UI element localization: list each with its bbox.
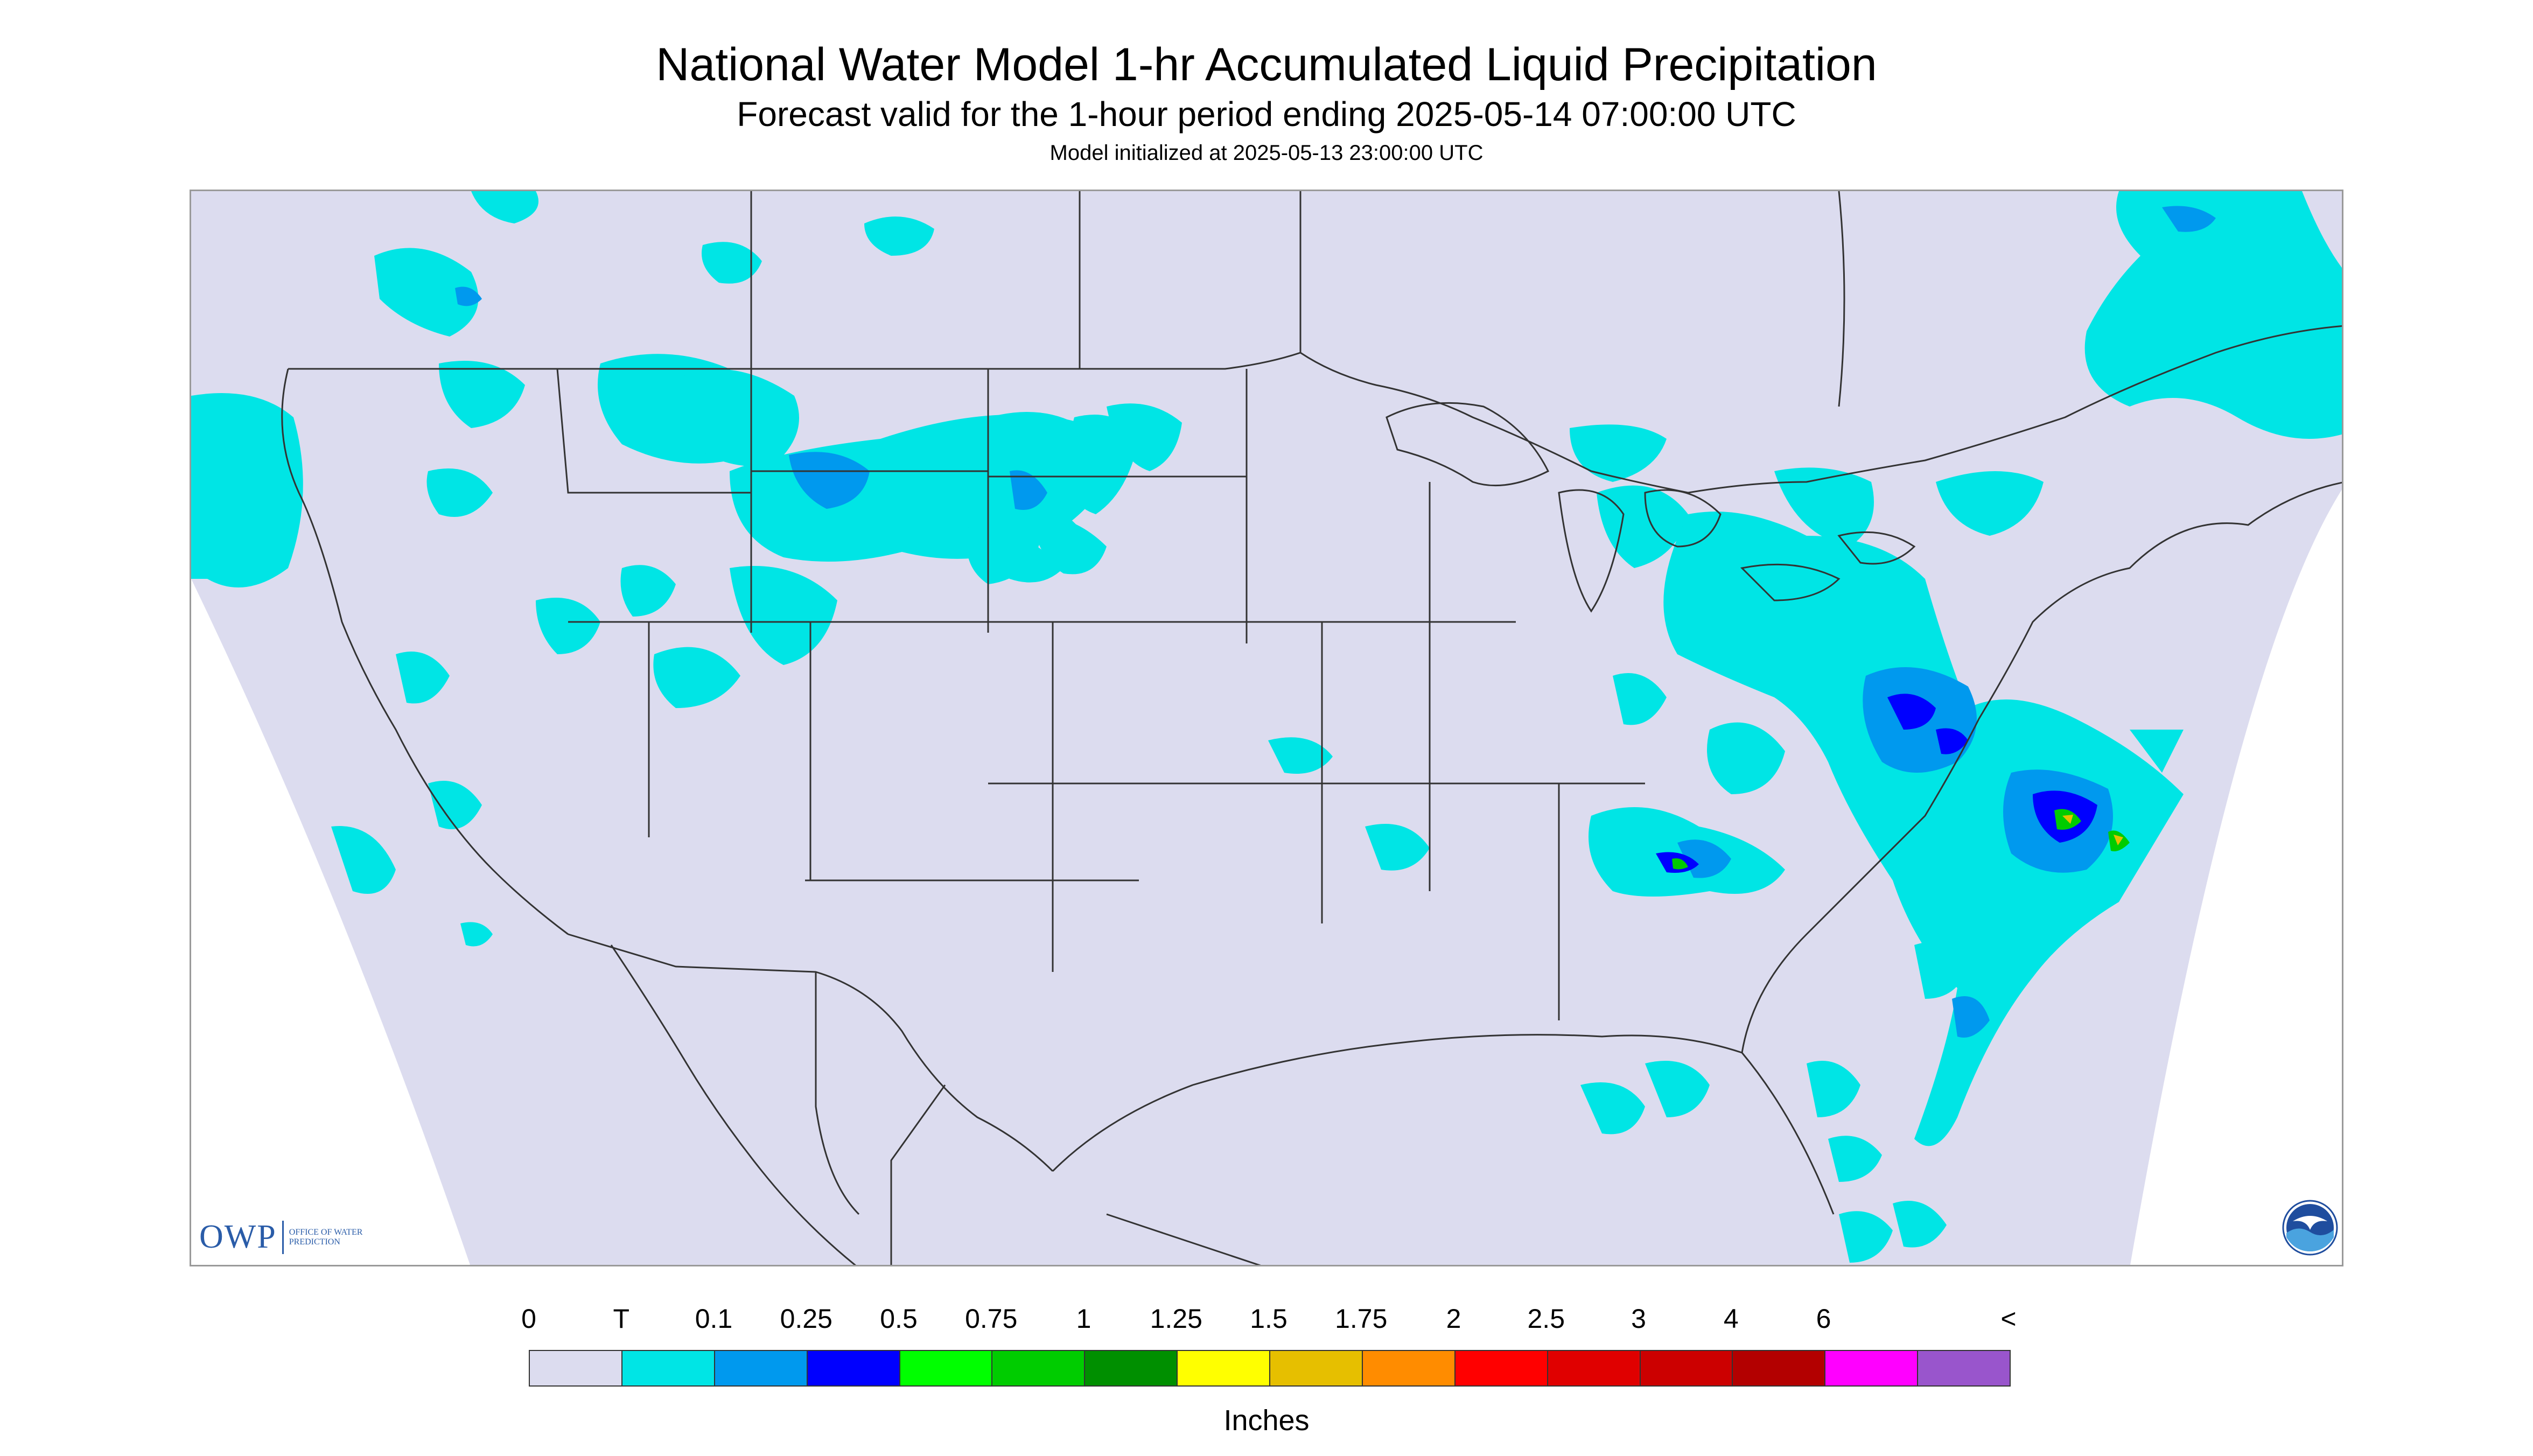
map-subtitle: Forecast valid for the 1-hour period end…	[737, 95, 1796, 134]
legend-tick-label: 0.1	[695, 1304, 733, 1334]
map-canvas	[191, 191, 2342, 1265]
legend-tick-label: 3	[1631, 1304, 1646, 1334]
legend-swatch	[807, 1351, 900, 1385]
owp-logo: OWP Office of Water Prediction	[199, 1218, 370, 1256]
owp-logo-text: Office of Water Prediction	[289, 1227, 363, 1247]
model-init-line: Model initialized at 2025-05-13 23:00:00…	[1049, 141, 1484, 165]
legend-tick-label: 1.75	[1335, 1304, 1388, 1334]
precip-very-heavy-areas	[2062, 815, 2123, 845]
legend-tick-label: 1.25	[1150, 1304, 1202, 1334]
owp-logo-mark: OWP	[199, 1219, 277, 1255]
legend-swatch	[1455, 1351, 1548, 1385]
legend-swatch	[1918, 1351, 2010, 1385]
legend-swatch	[1085, 1351, 1178, 1385]
legend-swatch	[992, 1351, 1086, 1385]
legend-swatch	[622, 1351, 715, 1385]
legend-tick-label: 0.25	[780, 1304, 832, 1334]
owp-logo-divider	[282, 1220, 284, 1254]
legend-swatch	[900, 1351, 993, 1385]
legend-swatch	[530, 1351, 622, 1385]
legend-swatch	[1270, 1351, 1363, 1385]
legend-tick-label: <	[2000, 1304, 2017, 1334]
legend-swatch	[1640, 1351, 1733, 1385]
legend-swatch	[1825, 1351, 1919, 1385]
legend-tick-label: 0.75	[965, 1304, 1018, 1334]
legend-tick-label: 0.5	[880, 1304, 918, 1334]
legend-swatch	[1548, 1351, 1641, 1385]
legend-units-label: Inches	[1223, 1404, 1310, 1437]
legend-labels: 0 T 0.1 0.25 0.5 0.75 1 1.25 1.5 1.75 2 2.5 3 4 6 <	[521, 1303, 2017, 1335]
legend-swatch	[1362, 1351, 1456, 1385]
legend-tick-label: 1	[1076, 1304, 1091, 1334]
legend-tick-label: 1.5	[1250, 1304, 1288, 1334]
legend-swatch	[1178, 1351, 1270, 1385]
political-boundaries	[281, 191, 2342, 1265]
legend-tick-label: 2	[1446, 1304, 1461, 1334]
legend-tick-label: 0	[521, 1304, 536, 1334]
legend-swatch	[715, 1351, 808, 1385]
legend-color-bar	[529, 1350, 2011, 1387]
legend-tick-label: T	[613, 1304, 630, 1334]
legend-tick-label: 6	[1816, 1304, 1831, 1334]
precipitation-map	[190, 190, 2343, 1266]
noaa-logo-icon	[2282, 1200, 2338, 1256]
precip-trace-areas	[191, 191, 2342, 1263]
legend-swatch	[1733, 1351, 1826, 1385]
legend-tick-label: 2.5	[1527, 1304, 1565, 1334]
map-title: National Water Model 1-hr Accumulated Li…	[656, 39, 1877, 90]
legend-tick-label: 4	[1723, 1304, 1739, 1334]
